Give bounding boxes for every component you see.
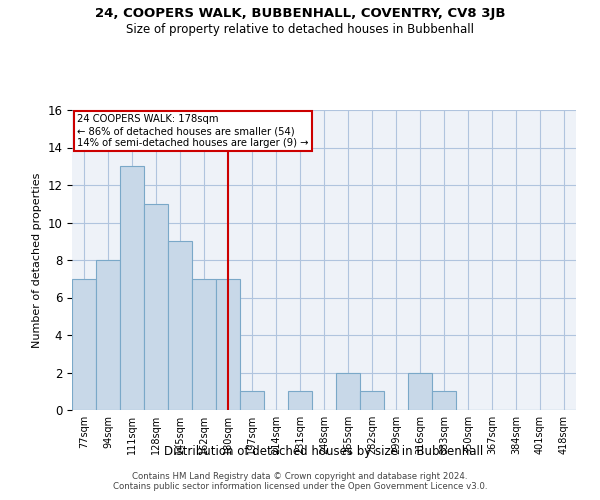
Text: Contains public sector information licensed under the Open Government Licence v3: Contains public sector information licen… (113, 482, 487, 491)
Bar (96, 260, 120, 410)
Bar (144, 204, 168, 410)
Text: Distribution of detached houses by size in Bubbenhall: Distribution of detached houses by size … (164, 444, 484, 458)
Bar (408, 372, 432, 410)
Text: 24, COOPERS WALK, BUBBENHALL, COVENTRY, CV8 3JB: 24, COOPERS WALK, BUBBENHALL, COVENTRY, … (95, 8, 505, 20)
Text: 24 COOPERS WALK: 178sqm
← 86% of detached houses are smaller (54)
14% of semi-de: 24 COOPERS WALK: 178sqm ← 86% of detache… (77, 114, 308, 148)
Text: Size of property relative to detached houses in Bubbenhall: Size of property relative to detached ho… (126, 22, 474, 36)
Bar (216, 279, 240, 410)
Bar (192, 279, 216, 410)
Bar (336, 372, 360, 410)
Bar (360, 391, 384, 410)
Bar (432, 391, 456, 410)
Bar (240, 391, 264, 410)
Y-axis label: Number of detached properties: Number of detached properties (32, 172, 42, 348)
Bar (288, 391, 312, 410)
Bar (120, 166, 144, 410)
Bar (72, 279, 96, 410)
Text: Contains HM Land Registry data © Crown copyright and database right 2024.: Contains HM Land Registry data © Crown c… (132, 472, 468, 481)
Bar (168, 242, 192, 410)
